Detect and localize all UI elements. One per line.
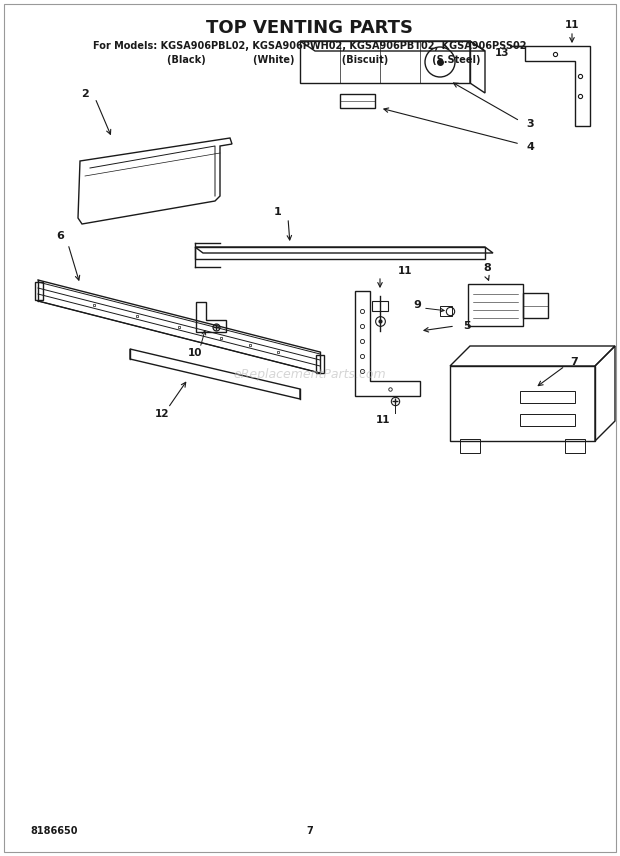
Bar [316,355,324,373]
Text: 5: 5 [463,321,471,331]
Bar [195,247,485,259]
Text: 13: 13 [495,48,510,58]
Text: TOP VENTING PARTS: TOP VENTING PARTS [206,19,414,37]
Bar [520,414,575,426]
Text: (Black)              (White)              (Biscuit)             (S.Steel): (Black) (White) (Biscuit) (S.Steel) [140,55,480,65]
Text: 2: 2 [81,89,89,99]
Text: 1: 1 [274,207,282,217]
Text: 10: 10 [188,348,202,358]
Text: 7: 7 [307,826,313,836]
Text: 7: 7 [570,357,578,367]
Text: 12: 12 [155,409,169,419]
Text: 8186650: 8186650 [30,826,78,836]
Bar [450,366,595,441]
Text: 11: 11 [376,415,390,425]
Text: 11: 11 [398,266,412,276]
Text: 4: 4 [526,142,534,152]
Text: 8: 8 [483,263,491,273]
Bar [300,41,470,83]
Bar [340,94,375,108]
Text: For Models: KGSA906PBL02, KGSA906PWH02, KGSA906PBT02, KGSA906PSS02: For Models: KGSA906PBL02, KGSA906PWH02, … [93,41,527,51]
Bar [468,284,523,326]
Bar [440,306,452,316]
Text: 6: 6 [56,231,64,241]
Text: 9: 9 [413,300,421,310]
Bar [460,439,480,453]
Bar [35,282,43,300]
Text: 11: 11 [565,20,580,30]
Text: 3: 3 [526,119,534,129]
Bar [565,439,585,453]
Bar [372,301,388,311]
Bar [520,391,575,403]
Bar [523,293,548,318]
Text: eReplacementParts.com: eReplacementParts.com [234,367,386,381]
